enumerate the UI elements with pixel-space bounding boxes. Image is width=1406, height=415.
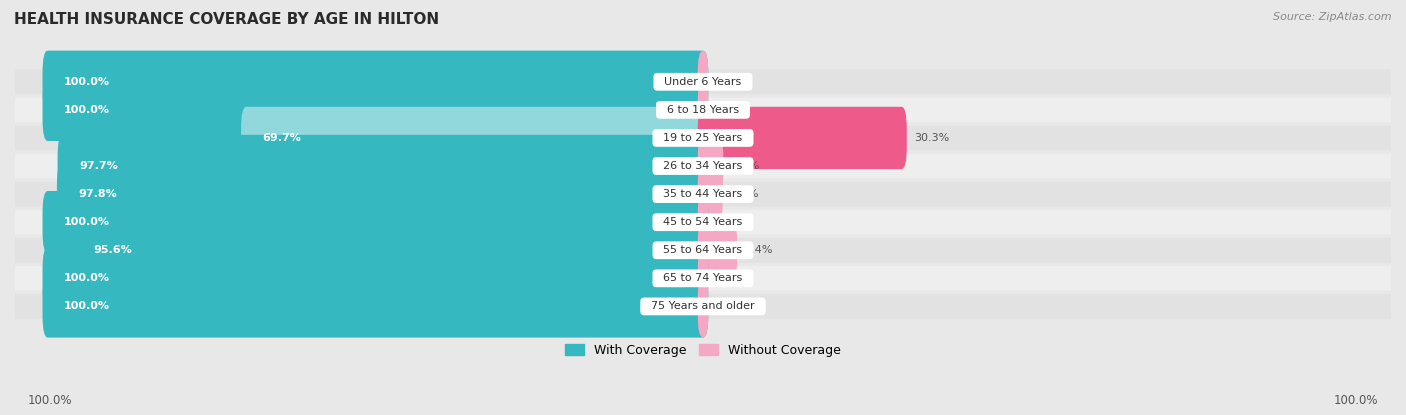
Text: 100.0%: 100.0%	[65, 273, 110, 283]
Text: 100.0%: 100.0%	[28, 394, 73, 407]
Text: 100.0%: 100.0%	[65, 301, 110, 311]
FancyBboxPatch shape	[58, 135, 709, 197]
Text: 55 to 64 Years: 55 to 64 Years	[657, 245, 749, 255]
Text: 30.3%: 30.3%	[915, 133, 950, 143]
Text: 95.6%: 95.6%	[93, 245, 132, 255]
Text: 65 to 74 Years: 65 to 74 Years	[657, 273, 749, 283]
Text: 26 to 34 Years: 26 to 34 Years	[657, 161, 749, 171]
FancyBboxPatch shape	[42, 275, 709, 337]
Text: 35 to 44 Years: 35 to 44 Years	[657, 189, 749, 199]
FancyBboxPatch shape	[697, 51, 709, 113]
Text: 2.3%: 2.3%	[731, 161, 759, 171]
Legend: With Coverage, Without Coverage: With Coverage, Without Coverage	[561, 339, 845, 362]
FancyBboxPatch shape	[697, 107, 907, 169]
FancyBboxPatch shape	[697, 163, 723, 225]
Text: 97.7%: 97.7%	[79, 161, 118, 171]
FancyBboxPatch shape	[42, 247, 709, 310]
Text: 0.0%: 0.0%	[716, 273, 744, 283]
FancyBboxPatch shape	[697, 191, 709, 253]
Text: 19 to 25 Years: 19 to 25 Years	[657, 133, 749, 143]
FancyBboxPatch shape	[42, 51, 709, 113]
Text: 100.0%: 100.0%	[1333, 394, 1378, 407]
Text: 0.0%: 0.0%	[716, 77, 744, 87]
FancyBboxPatch shape	[56, 163, 709, 225]
FancyBboxPatch shape	[15, 182, 1391, 206]
FancyBboxPatch shape	[15, 98, 1391, 122]
FancyBboxPatch shape	[15, 266, 1391, 290]
Text: 97.8%: 97.8%	[79, 189, 117, 199]
Text: 45 to 54 Years: 45 to 54 Years	[657, 217, 749, 227]
Text: 6 to 18 Years: 6 to 18 Years	[659, 105, 747, 115]
FancyBboxPatch shape	[697, 219, 737, 281]
FancyBboxPatch shape	[240, 107, 709, 169]
FancyBboxPatch shape	[42, 191, 709, 253]
Text: 69.7%: 69.7%	[263, 133, 301, 143]
FancyBboxPatch shape	[15, 294, 1391, 319]
FancyBboxPatch shape	[15, 69, 1391, 94]
FancyBboxPatch shape	[15, 154, 1391, 178]
FancyBboxPatch shape	[697, 275, 709, 337]
FancyBboxPatch shape	[42, 79, 709, 141]
FancyBboxPatch shape	[15, 126, 1391, 150]
Text: 100.0%: 100.0%	[65, 217, 110, 227]
FancyBboxPatch shape	[15, 210, 1391, 234]
Text: 100.0%: 100.0%	[65, 105, 110, 115]
Text: Under 6 Years: Under 6 Years	[658, 77, 748, 87]
Text: Source: ZipAtlas.com: Source: ZipAtlas.com	[1274, 12, 1392, 22]
Text: 2.2%: 2.2%	[731, 189, 759, 199]
Text: 100.0%: 100.0%	[65, 77, 110, 87]
Text: 0.0%: 0.0%	[716, 217, 744, 227]
Text: HEALTH INSURANCE COVERAGE BY AGE IN HILTON: HEALTH INSURANCE COVERAGE BY AGE IN HILT…	[14, 12, 439, 27]
Text: 4.4%: 4.4%	[745, 245, 773, 255]
Text: 0.0%: 0.0%	[716, 105, 744, 115]
Text: 0.0%: 0.0%	[716, 301, 744, 311]
FancyBboxPatch shape	[697, 247, 709, 310]
FancyBboxPatch shape	[72, 219, 709, 281]
FancyBboxPatch shape	[15, 238, 1391, 263]
FancyBboxPatch shape	[697, 79, 709, 141]
Text: 75 Years and older: 75 Years and older	[644, 301, 762, 311]
FancyBboxPatch shape	[697, 135, 723, 197]
